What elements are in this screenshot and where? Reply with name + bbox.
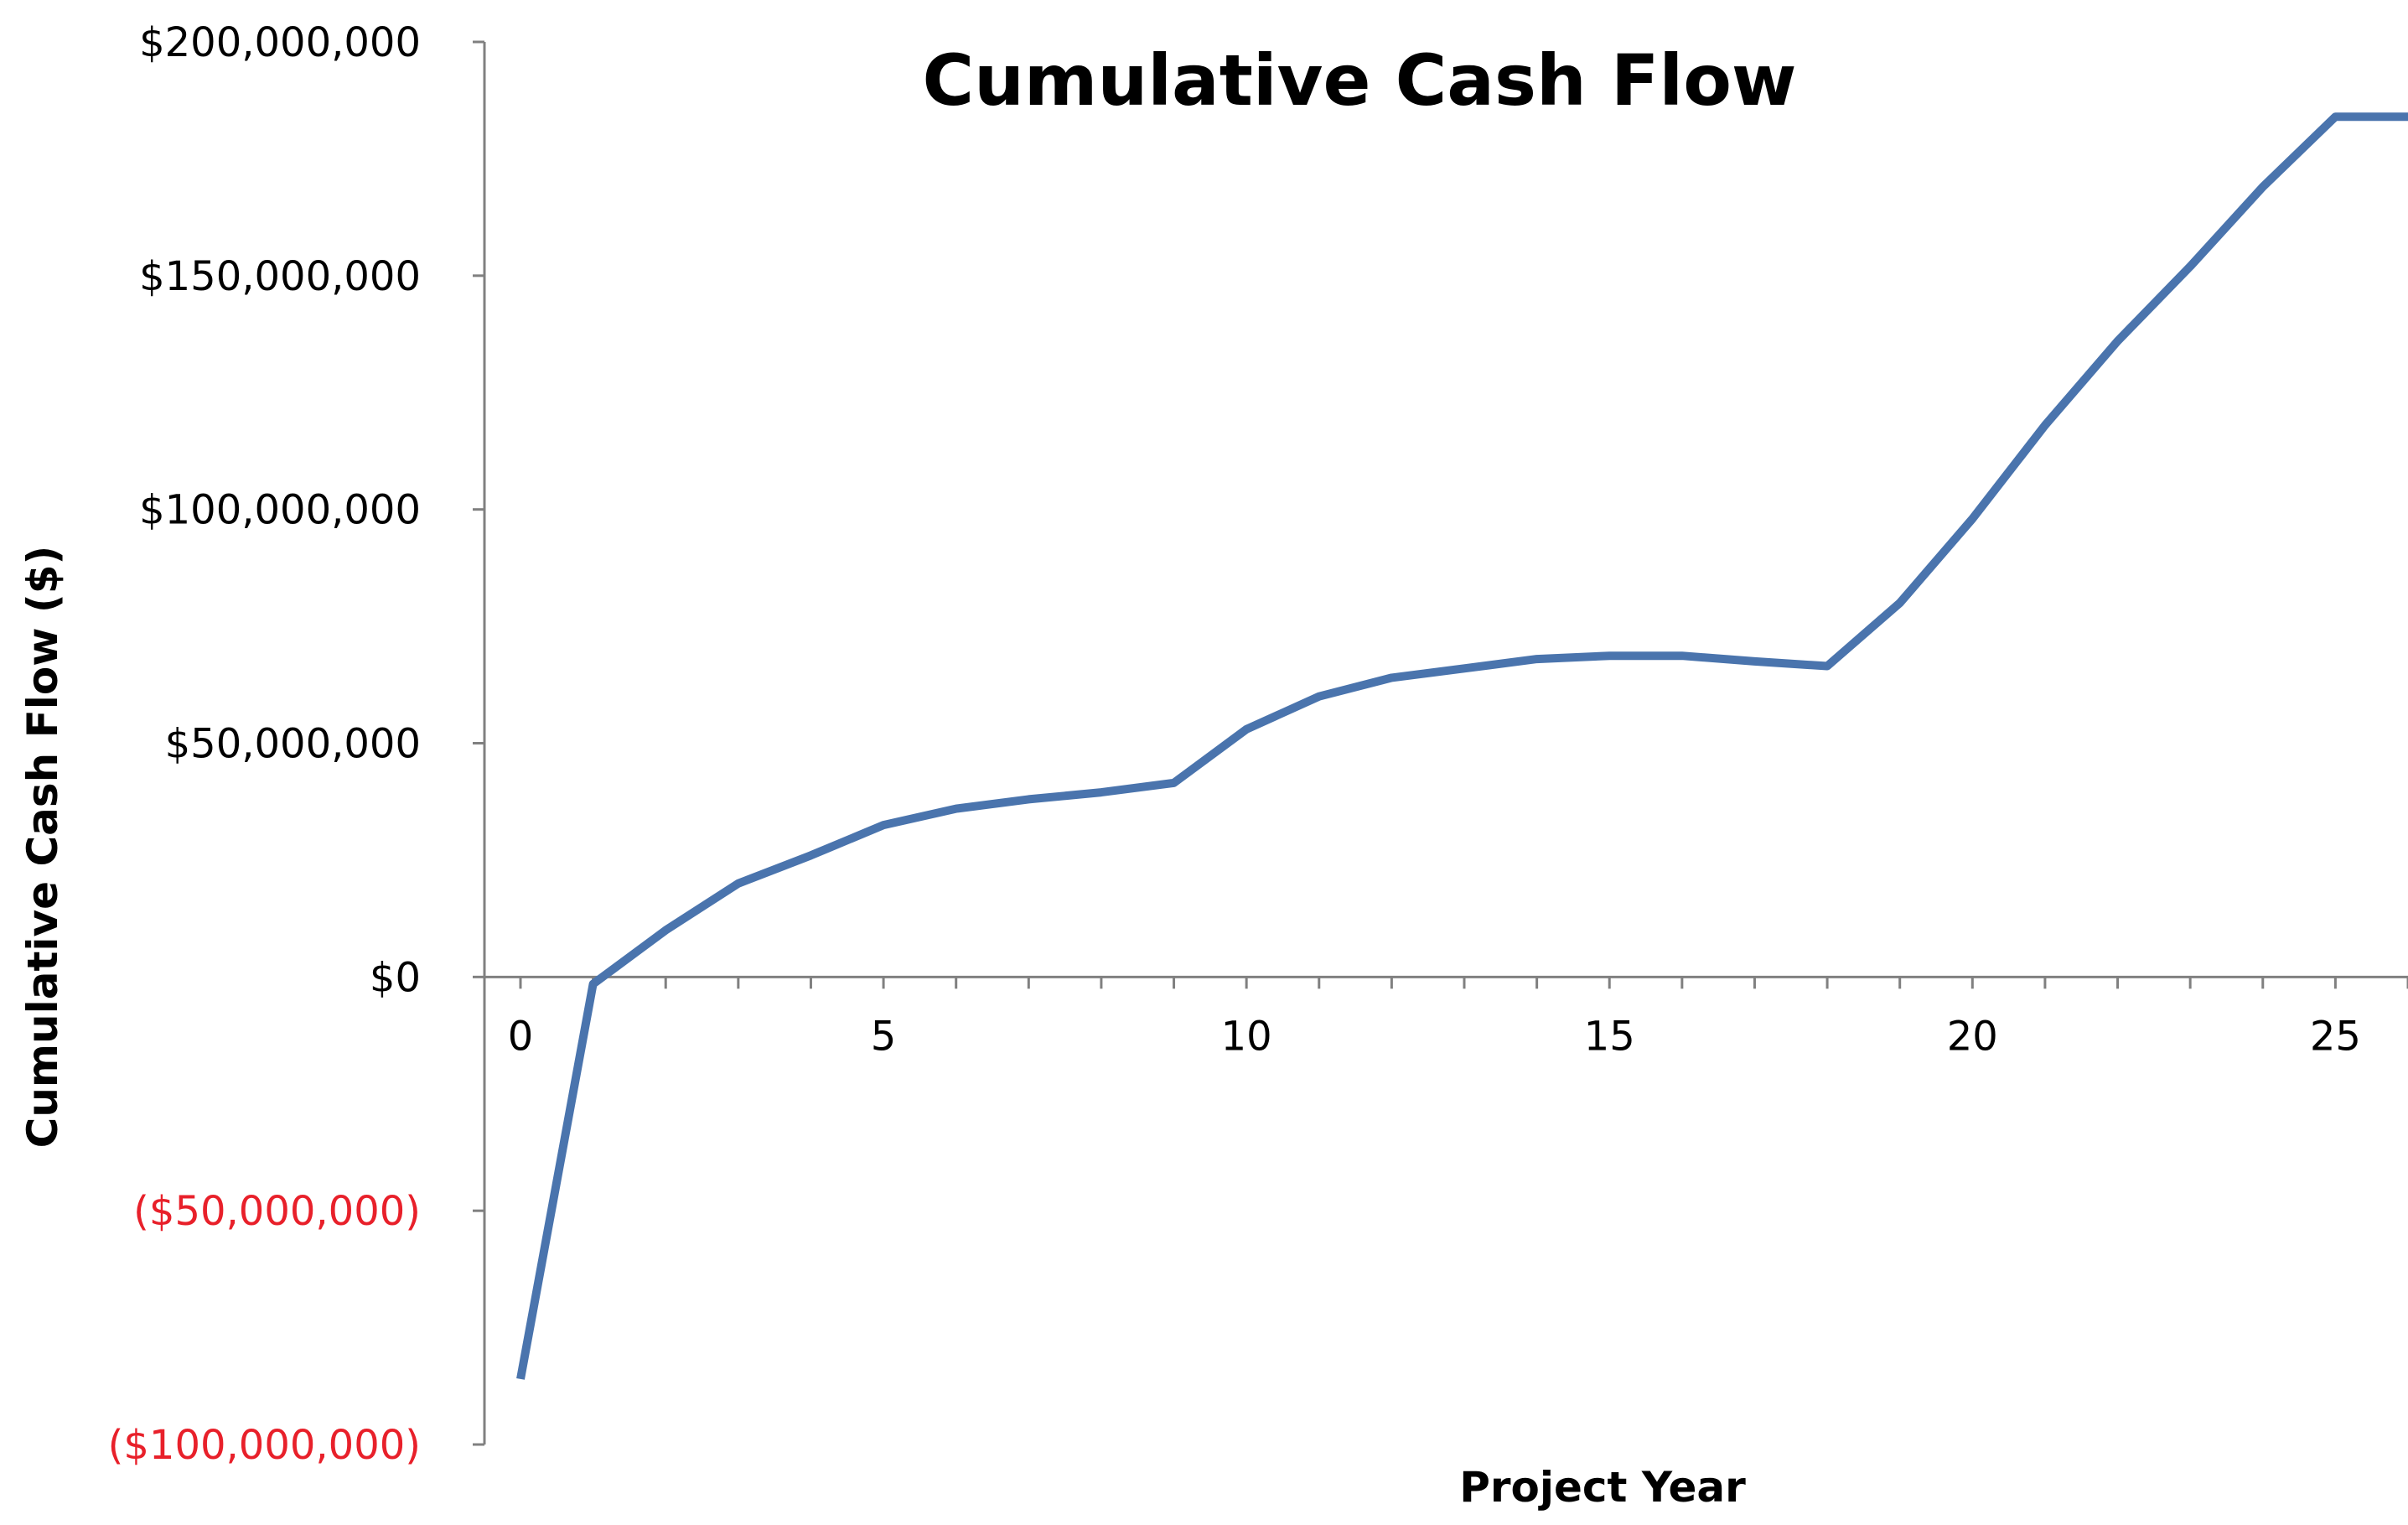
axes-layer — [483, 42, 2408, 1445]
y-tick-label: $200,000,000 — [139, 19, 421, 66]
x-tick-label: 15 — [1584, 1013, 1635, 1060]
y-tick-label: ($100,000,000) — [108, 1422, 421, 1469]
x-tick-label: 20 — [1947, 1013, 1998, 1060]
cash-flow-line — [516, 112, 2408, 1380]
y-tick-label: $50,000,000 — [165, 721, 421, 768]
y-axis-title: Cumulative Cash Flow ($) — [18, 546, 67, 1149]
ticks-layer: ($100,000,000) ($50,000,000) $0 $50,000,000… — [108, 19, 2408, 1469]
x-tick-label: 10 — [1221, 1013, 1272, 1060]
y-tick-label: $100,000,000 — [139, 487, 421, 534]
y-tick-label: ($50,000,000) — [133, 1188, 421, 1235]
y-tick-label: $0 — [370, 954, 421, 1001]
x-tick-label: 0 — [508, 1013, 534, 1060]
x-axis-title: Project Year — [1459, 1463, 1746, 1512]
y-tick-label: $150,000,000 — [139, 253, 421, 300]
chart-title: Cumulative Cash Flow — [922, 39, 1796, 122]
series-layer — [516, 112, 2408, 1380]
x-tick-label: 5 — [871, 1013, 897, 1060]
x-tick-label: 25 — [2310, 1013, 2361, 1060]
